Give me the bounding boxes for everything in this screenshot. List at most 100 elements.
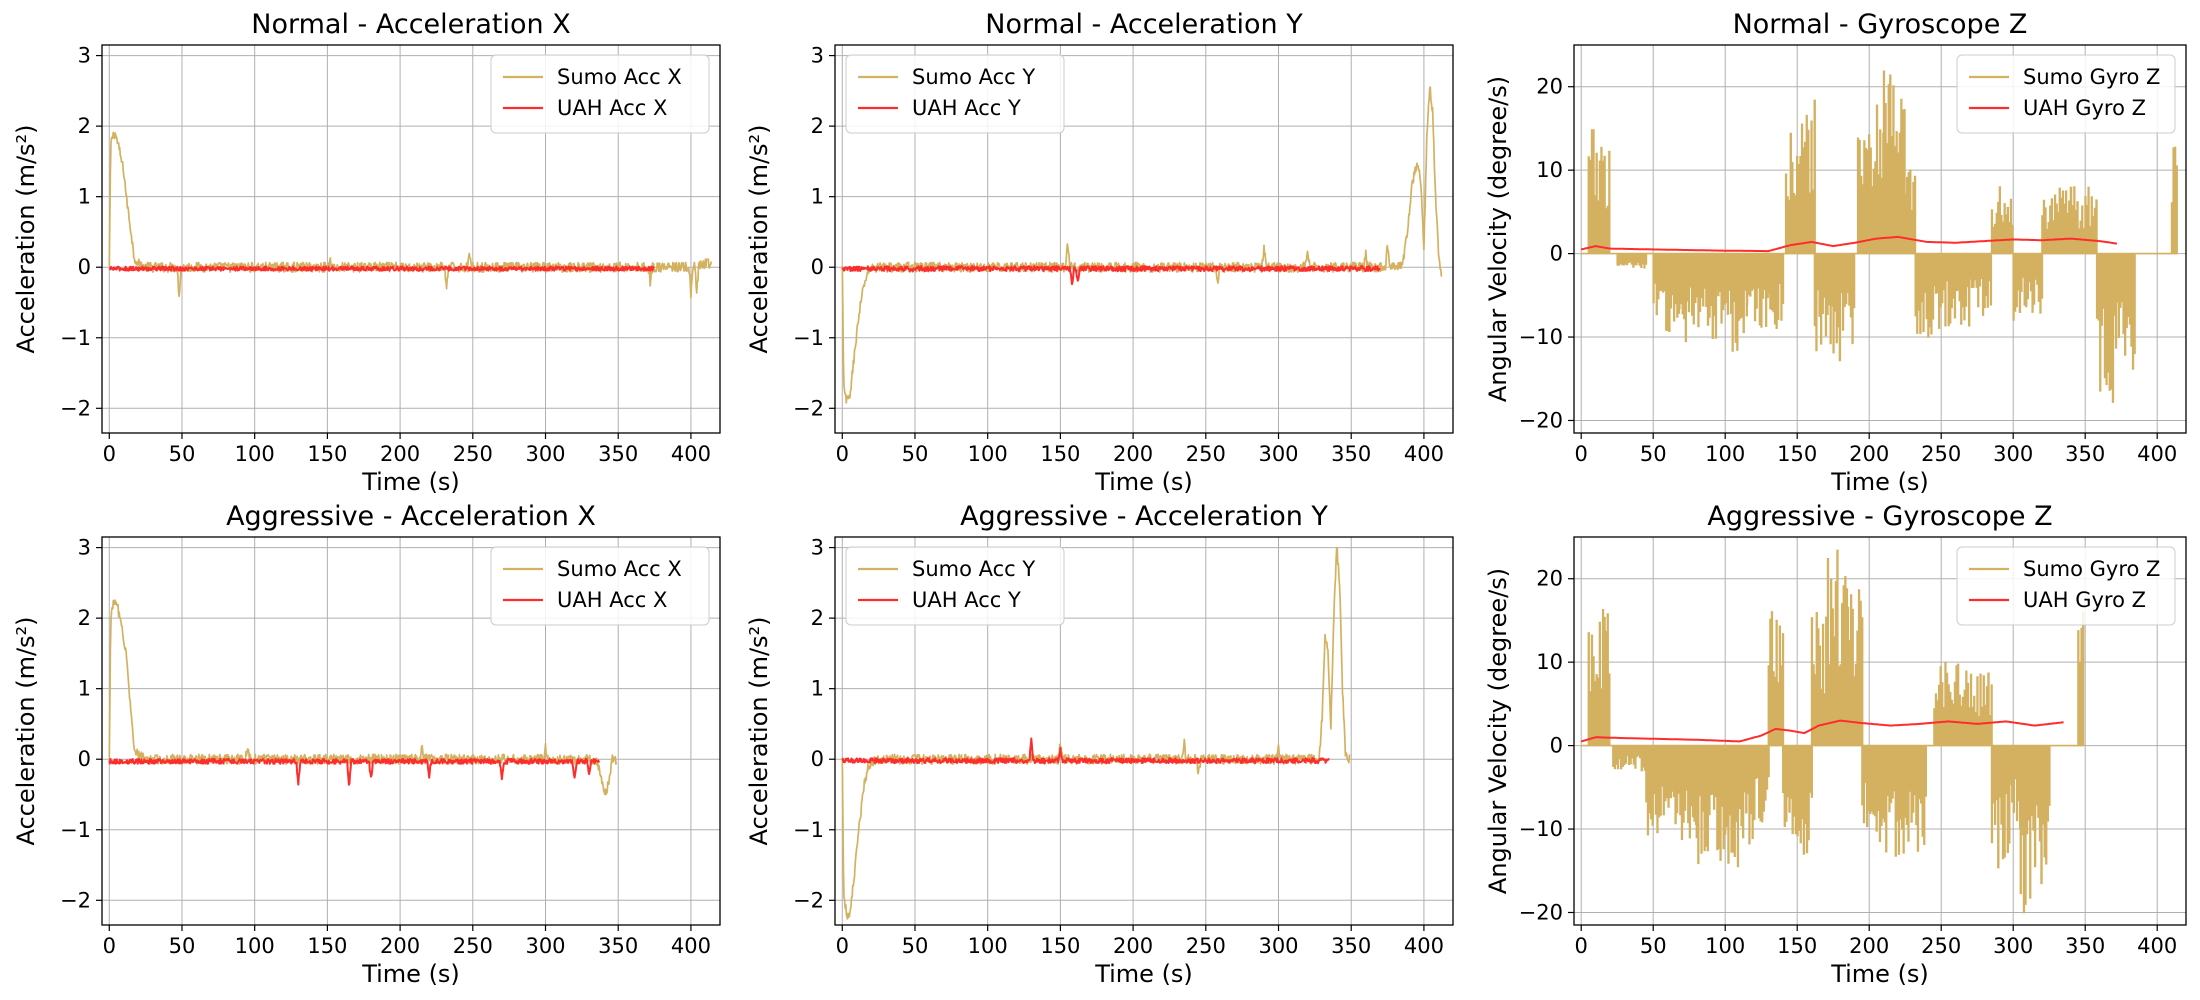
y-tick-label: 10: [1536, 158, 1563, 182]
chart-panel-5: 0 50 100 150 200 250 300 350 400 −2 −1 0 1 2 3 Aggressi…: [745, 501, 1454, 988]
y-tick-label: 3: [78, 536, 91, 560]
chart-title: Aggressive - Acceleration Y: [960, 501, 1328, 532]
y-tick-label: 3: [811, 536, 824, 560]
x-tick-label: 350: [2065, 442, 2105, 466]
legend: Sumo Acc X UAH Acc X: [490, 54, 710, 134]
x-tick-label: 400: [671, 934, 711, 958]
axes-frame: [1573, 44, 2187, 434]
legend-box: [1956, 546, 2176, 626]
legend-box: [1956, 54, 2176, 134]
x-tick-label: 0: [103, 934, 116, 958]
chart-panel-6: 0 50 100 150 200 250 300 350 400 −20 −10 0 10 20 Aggre…: [1484, 501, 2187, 988]
y-axis-label: Angular Velocity (degree/s): [1484, 568, 1512, 894]
y-tick-label: 0: [811, 747, 824, 771]
y-tick-label: 10: [1536, 650, 1563, 674]
y-tick-label: 0: [78, 747, 91, 771]
y-tick-label: 0: [1550, 242, 1563, 266]
x-tick-label: 400: [1404, 442, 1444, 466]
legend-label: UAH Acc Y: [912, 96, 1021, 120]
legend: Sumo Gyro Z UAH Gyro Z: [1956, 546, 2176, 626]
x-tick-label: 300: [1993, 442, 2033, 466]
series-line-sumo: [1581, 549, 2085, 914]
series-line-uah: [841, 265, 1381, 286]
plot-area: [108, 599, 618, 796]
x-tick-label: 200: [1849, 934, 1889, 958]
legend-label: UAH Gyro Z: [2023, 96, 2146, 120]
x-tick-label: 0: [1575, 934, 1588, 958]
x-tick-label: 100: [235, 934, 275, 958]
y-tick-label: −1: [793, 326, 824, 350]
x-tick-label: 350: [1331, 934, 1371, 958]
chart-title: Normal - Acceleration Y: [985, 9, 1303, 40]
x-tick-label: 100: [968, 442, 1008, 466]
x-tick-label: 300: [1258, 934, 1298, 958]
legend-label: Sumo Acc Y: [912, 557, 1035, 581]
y-tick-label: 0: [78, 255, 91, 279]
y-axis-label: Acceleration (m/s²): [12, 124, 40, 353]
x-tick-label: 400: [671, 442, 711, 466]
y-tick-label: −2: [793, 396, 824, 420]
axes-frame: [834, 536, 1454, 926]
x-tick-label: 150: [1777, 442, 1817, 466]
y-tick-label: −1: [60, 326, 91, 350]
y-tick-label: −10: [1519, 325, 1563, 349]
x-tick-label: 0: [836, 934, 849, 958]
x-tick-label: 400: [2137, 442, 2177, 466]
series-line-uah: [108, 265, 655, 272]
x-axis-label: Time (s): [1094, 468, 1193, 496]
chart-panel-3: 0 50 100 150 200 250 300 350 400 −20 −10 0 10 20 Norma…: [1484, 9, 2187, 496]
legend-box: [490, 546, 710, 626]
x-tick-label: 50: [1640, 442, 1667, 466]
x-tick-label: 250: [1186, 934, 1226, 958]
x-tick-label: 300: [1993, 934, 2033, 958]
x-tick-label: 200: [1113, 442, 1153, 466]
chart-title: Aggressive - Gyroscope Z: [1707, 501, 2052, 532]
x-tick-label: 0: [1575, 442, 1588, 466]
x-tick-label: 250: [1921, 934, 1961, 958]
y-tick-label: 3: [811, 44, 824, 68]
y-tick-label: −20: [1519, 408, 1563, 432]
legend-box: [845, 54, 1065, 134]
legend-label: UAH Acc Y: [912, 588, 1021, 612]
chart-panel-2: 0 50 100 150 200 250 300 350 400 −2 −1 0 1 2 3 Normal -…: [745, 9, 1454, 496]
x-tick-label: 200: [1113, 934, 1153, 958]
y-tick-label: −1: [60, 818, 91, 842]
chart-panel-4: 0 50 100 150 200 250 300 350 400 −2 −1 0 1 2 3 Aggressi…: [12, 501, 721, 988]
plot-area: [841, 546, 1351, 920]
legend-label: Sumo Acc X: [557, 557, 682, 581]
plot-area: [841, 86, 1443, 404]
x-tick-label: 350: [598, 934, 638, 958]
legend-label: UAH Gyro Z: [2023, 588, 2146, 612]
x-tick-label: 50: [169, 934, 196, 958]
y-tick-label: −1: [793, 818, 824, 842]
y-tick-label: 1: [811, 185, 824, 209]
y-tick-label: −20: [1519, 900, 1563, 924]
y-tick-label: 2: [78, 114, 91, 138]
y-axis-label: Acceleration (m/s²): [745, 124, 773, 353]
y-tick-label: −10: [1519, 817, 1563, 841]
x-axis-label: Time (s): [361, 468, 460, 496]
legend-box: [490, 54, 710, 134]
legend-label: Sumo Gyro Z: [2023, 557, 2160, 581]
x-tick-label: 300: [1258, 442, 1298, 466]
y-axis-label: Acceleration (m/s²): [745, 616, 773, 845]
x-tick-label: 350: [598, 442, 638, 466]
x-tick-label: 150: [1040, 934, 1080, 958]
legend-label: Sumo Acc X: [557, 65, 682, 89]
x-tick-label: 100: [1705, 442, 1745, 466]
x-axis-label: Time (s): [1094, 960, 1193, 988]
y-tick-label: 0: [811, 255, 824, 279]
x-tick-label: 250: [453, 442, 493, 466]
legend-label: UAH Acc X: [557, 588, 667, 612]
y-tick-label: 2: [811, 114, 824, 138]
x-tick-label: 250: [1186, 442, 1226, 466]
x-tick-label: 250: [453, 934, 493, 958]
x-axis-label: Time (s): [1830, 468, 1929, 496]
chart-title: Aggressive - Acceleration X: [226, 501, 596, 532]
series-line-uah: [108, 757, 600, 786]
legend: Sumo Acc Y UAH Acc Y: [845, 546, 1065, 626]
series-line-sumo: [108, 131, 713, 299]
x-tick-label: 100: [235, 442, 275, 466]
plot-area: [108, 131, 713, 299]
